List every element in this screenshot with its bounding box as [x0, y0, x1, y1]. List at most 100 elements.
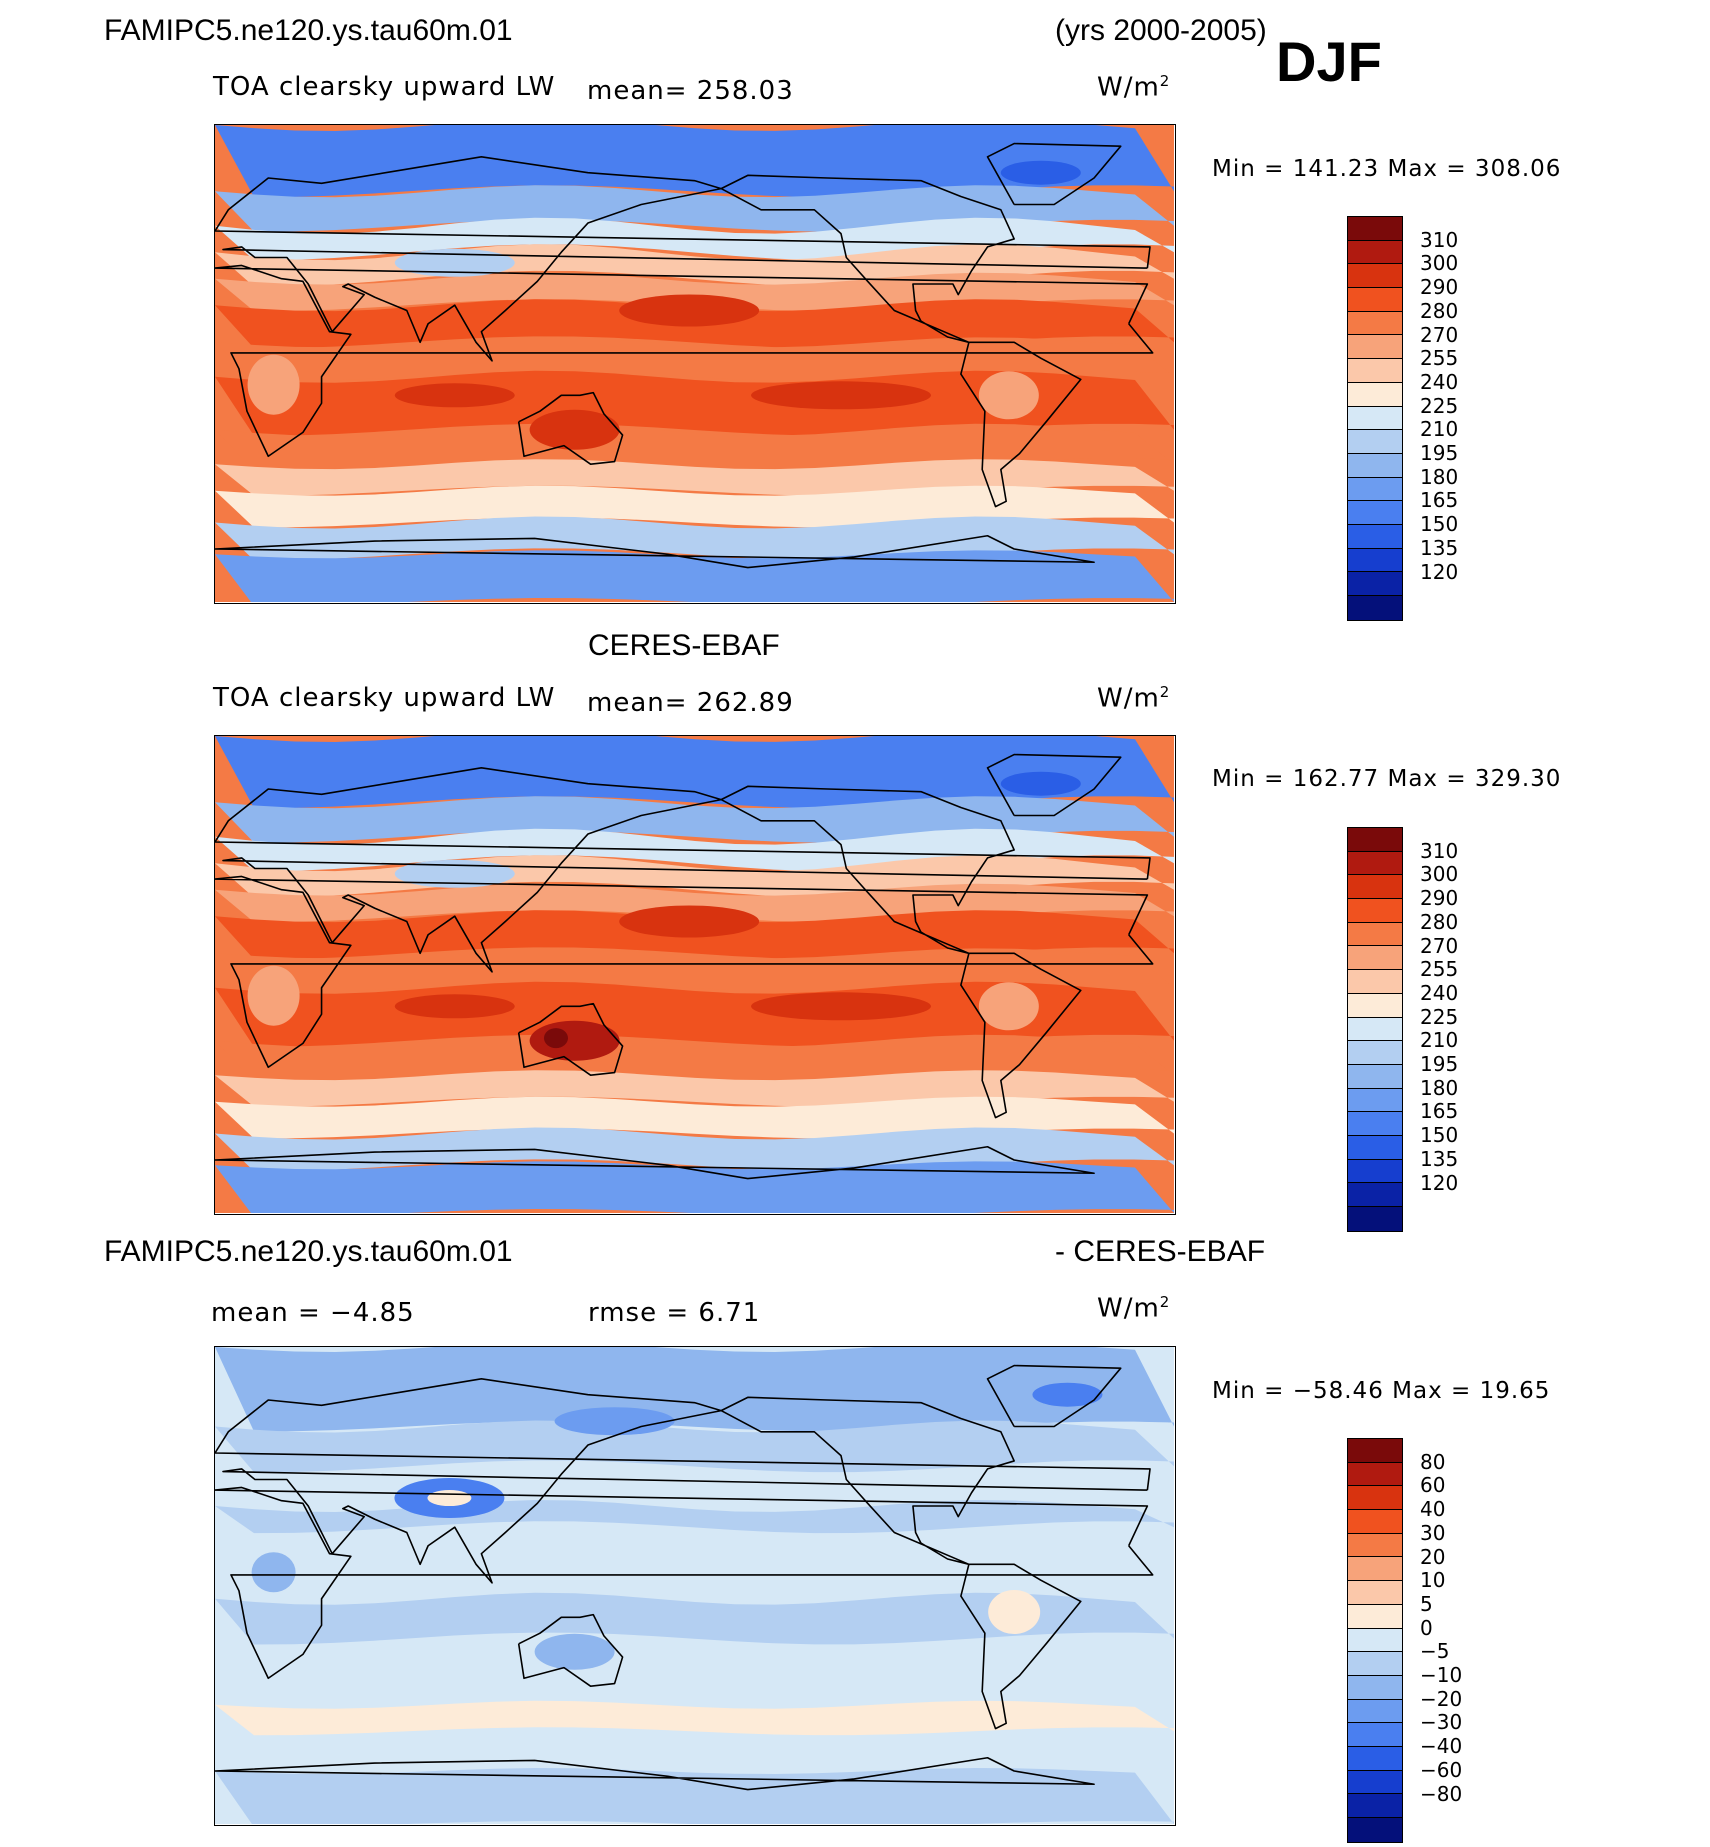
case-title: FAMIPC5.ne120.ys.tau60m.01 — [104, 14, 513, 47]
colorbar-swatch — [1348, 875, 1402, 900]
field-feature — [619, 905, 760, 938]
colorbar-swatch — [1348, 477, 1402, 502]
panel1-map — [214, 124, 1176, 604]
colorbar-swatch — [1348, 1628, 1402, 1653]
colorbar-swatch — [1348, 453, 1402, 478]
colorbar-tick-label: 210 — [1420, 417, 1459, 442]
colorbar-swatch — [1348, 1486, 1402, 1511]
field-band — [215, 1161, 1174, 1213]
colorbar-tick-label: 270 — [1420, 933, 1459, 958]
colorbar-tick-label: 195 — [1420, 441, 1459, 465]
colorbar-swatch — [1348, 1652, 1402, 1676]
colorbar-tick-label: 5 — [1420, 1591, 1433, 1616]
field-band — [215, 1070, 1174, 1107]
coastline — [215, 155, 1151, 362]
coastline — [215, 1486, 1154, 1680]
field-band — [215, 423, 1174, 471]
colorbar-swatch — [1348, 828, 1402, 852]
panel2-mean: mean= 262.89 — [587, 688, 794, 718]
colorbar-swatch — [1348, 382, 1402, 407]
colorbar-tick-label: 165 — [1420, 488, 1459, 513]
field-band — [215, 1127, 1174, 1172]
field-feature — [394, 383, 515, 408]
field-feature — [978, 982, 1039, 1031]
colorbar-swatch — [1348, 1088, 1402, 1113]
field-feature — [394, 859, 515, 888]
panel2-map — [214, 735, 1176, 1215]
colorbar-swatch — [1348, 406, 1402, 431]
field-band — [215, 1347, 1174, 1432]
colorbar-tick-label: −10 — [1420, 1663, 1463, 1687]
colorbar-swatch — [1348, 335, 1402, 360]
colorbar-swatch — [1348, 1041, 1402, 1065]
colorbar-swatch — [1348, 524, 1402, 549]
coastline — [960, 341, 1082, 508]
colorbar-swatch — [1348, 430, 1402, 454]
colorbar-tick-label: 120 — [1420, 559, 1459, 584]
colorbar-tick-label: −80 — [1420, 1781, 1463, 1806]
coastline — [960, 952, 1082, 1119]
panel2-colorbar — [1347, 827, 1403, 1232]
colorbar-swatch — [1348, 851, 1402, 876]
coastline — [986, 1364, 1122, 1428]
colorbar-swatch — [1348, 1462, 1402, 1487]
coastline — [517, 391, 624, 466]
field-feature — [543, 1028, 568, 1049]
colorbar-tick-label: 40 — [1420, 1497, 1446, 1522]
colorbar-swatch — [1348, 899, 1402, 923]
field-feature — [751, 381, 932, 410]
field-band — [215, 1420, 1174, 1473]
panel3-map — [214, 1346, 1176, 1826]
colorbar-swatch — [1348, 311, 1402, 336]
colorbar-swatch — [1348, 596, 1402, 620]
colorbar-swatch — [1348, 1746, 1402, 1771]
colorbar-tick-label: 255 — [1420, 957, 1459, 982]
colorbar-tick-label: 300 — [1420, 862, 1459, 887]
colorbar-swatch — [1348, 288, 1402, 312]
field-feature — [978, 371, 1039, 420]
coastline — [215, 1377, 1151, 1584]
colorbar-tick-label: 30 — [1420, 1520, 1446, 1545]
colorbar-swatch — [1348, 264, 1402, 289]
colorbar-tick-label: 290 — [1420, 275, 1459, 300]
panel3-mean: mean = −4.85 — [211, 1298, 415, 1328]
coastline — [215, 875, 1154, 1069]
colorbar-tick-label: −20 — [1420, 1686, 1463, 1711]
colorbar-swatch — [1348, 1064, 1402, 1089]
colorbar-swatch — [1348, 1794, 1402, 1818]
colorbar-tick-label: 195 — [1420, 1052, 1459, 1076]
colorbar-tick-label: 255 — [1420, 346, 1459, 371]
panel3-rmse: rmse = 6.71 — [588, 1298, 761, 1328]
coastline — [720, 174, 1015, 344]
field-feature — [554, 1407, 675, 1436]
colorbar-tick-label: 310 — [1420, 838, 1459, 863]
coastline — [986, 753, 1122, 817]
colorbar-swatch — [1348, 1017, 1402, 1042]
field-band — [215, 1768, 1174, 1824]
colorbar-swatch — [1348, 240, 1402, 265]
colorbar-tick-label: 290 — [1420, 886, 1459, 911]
colorbar-swatch — [1348, 1557, 1402, 1582]
panel3-units: W/m2 — [1097, 1293, 1171, 1324]
coastline — [215, 534, 1095, 569]
colorbar-tick-label: −5 — [1420, 1639, 1450, 1664]
coastline — [215, 766, 1151, 973]
colorbar-tick-label: −60 — [1420, 1757, 1463, 1782]
field-band — [215, 337, 1174, 382]
field-feature — [251, 1552, 296, 1593]
coastline — [215, 1756, 1095, 1791]
field-band — [215, 1700, 1174, 1736]
colorbar-tick-label: 280 — [1420, 909, 1459, 934]
colorbar-tick-label: 300 — [1420, 251, 1459, 276]
field-feature — [988, 1590, 1041, 1634]
colorbar-tick-label: 225 — [1420, 1004, 1459, 1029]
field-feature — [1032, 1382, 1103, 1407]
colorbar-swatch — [1348, 1135, 1402, 1160]
field-band — [215, 948, 1174, 993]
panel1-units: W/m2 — [1097, 72, 1171, 103]
field-band — [215, 1096, 1174, 1139]
colorbar-swatch — [1348, 1770, 1402, 1795]
colorbar-swatch — [1348, 217, 1402, 241]
colorbar-tick-label: 60 — [1420, 1473, 1446, 1498]
colorbar-tick-label: −40 — [1420, 1734, 1463, 1759]
